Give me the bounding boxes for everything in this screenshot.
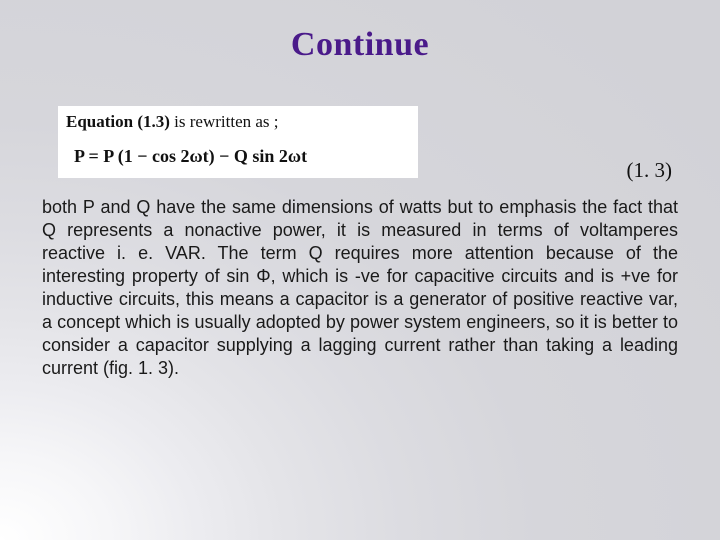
equation-intro: Equation (1.3) is rewritten as ; (58, 106, 418, 134)
equation-number: (1. 3) (627, 158, 673, 183)
equation-intro-rest: is rewritten as ; (174, 112, 278, 131)
equation-intro-bold: Equation (1.3) (66, 112, 174, 131)
body-paragraph: both P and Q have the same dimensions of… (42, 196, 678, 380)
slide-title: Continue (0, 26, 720, 64)
equation-box: Equation (1.3) is rewritten as ; P = P (… (58, 106, 418, 178)
equation-formula: P = P (1 − cos 2ωt) − Q sin 2ωt (58, 134, 418, 171)
